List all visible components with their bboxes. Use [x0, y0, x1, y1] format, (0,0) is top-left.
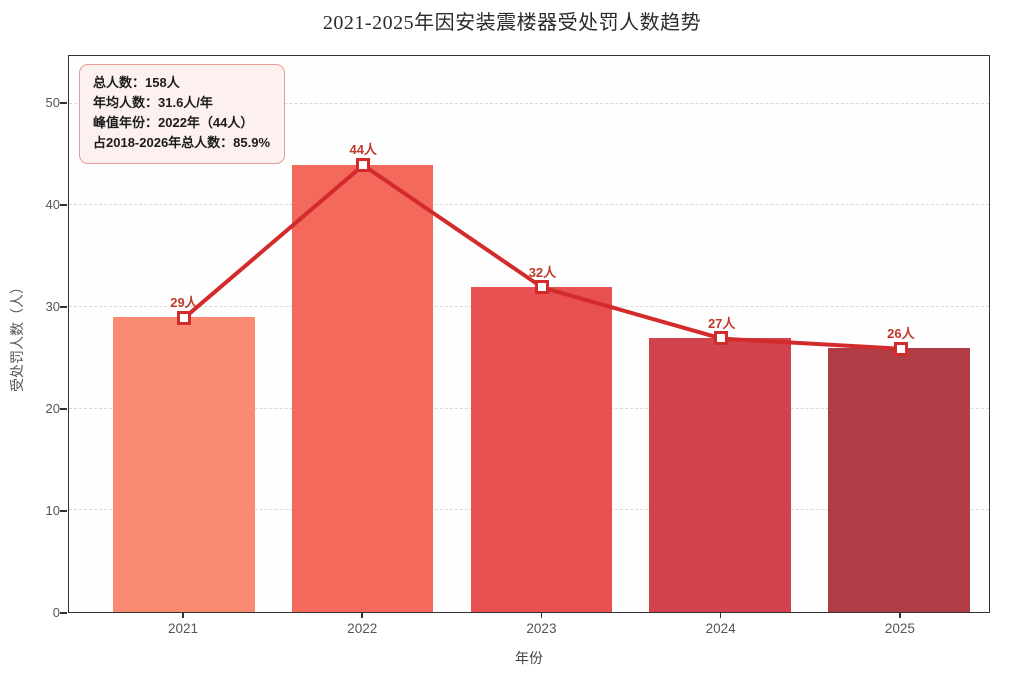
y-tick-label: 40: [45, 196, 60, 212]
stats-annotation: 总人数：158人 年均人数：31.6人/年 峰值年份：2022年（44人） 占2…: [79, 64, 286, 164]
y-tick-mark: [60, 101, 67, 104]
y-tick-mark: [60, 305, 67, 308]
x-tick-mark: [719, 613, 722, 618]
data-point-label-2021: 29人: [170, 295, 198, 311]
gridline: [69, 204, 989, 206]
x-tick-label-2022: 2022: [347, 621, 378, 636]
y-tick-label: 0: [52, 605, 60, 620]
gridline: [69, 102, 989, 104]
x-tick-label-2025: 2025: [884, 621, 915, 636]
y-tick-mark: [60, 612, 67, 614]
y-tick-mark: [60, 509, 67, 512]
stats-average: 年均人数：31.6人/年: [93, 95, 213, 111]
x-tick-mark: [899, 613, 901, 618]
y-tick-label: 50: [45, 94, 60, 110]
x-tick-label-2023: 2023: [526, 621, 557, 636]
bar-2024: [649, 337, 792, 612]
data-point-marker-2024: [714, 331, 729, 346]
stats-share: 占2018-2026年总人数：85.9%: [93, 135, 271, 151]
y-tick-mark: [60, 407, 67, 410]
chart-title: 2021-2025年因安装震楼器受处罚人数趋势: [322, 12, 702, 34]
y-tick-label: 20: [45, 400, 60, 416]
trend-line-path: [182, 162, 902, 351]
x-tick-mark: [540, 613, 543, 618]
stats-peak-year: 峰值年份：2022年（44人）: [93, 115, 254, 131]
data-point-marker-2022: [356, 157, 370, 172]
y-tick-mark: [60, 203, 67, 206]
data-point-label-2023: 32人: [528, 264, 557, 280]
data-point-label-2022: 44人: [349, 142, 377, 158]
data-point-marker-2021: [176, 310, 191, 325]
data-point-marker-2025: [893, 341, 908, 356]
y-tick-label: 30: [45, 298, 60, 314]
x-tick-label-2021: 2021: [167, 621, 198, 636]
data-point-label-2024: 27人: [707, 315, 736, 331]
bar-2021: [112, 317, 255, 612]
data-point-marker-2023: [535, 280, 550, 295]
bar-2025: [828, 347, 970, 612]
bar-2023: [470, 286, 613, 612]
x-tick-mark: [182, 613, 184, 618]
data-point-label-2025: 26人: [887, 325, 915, 341]
plot-area: 29人 44人 32人 27人 26人 总人数：158人 年均人数：31.6人/年 峰值…: [68, 55, 990, 613]
y-axis-title: 受处罚人数（人）: [9, 280, 25, 392]
x-tick-label-2024: 2024: [705, 621, 736, 636]
bar-2022: [291, 164, 434, 612]
stats-total: 总人数：158人: [93, 75, 180, 90]
x-tick-mark: [361, 613, 363, 618]
x-axis-title: 年份: [515, 650, 543, 666]
y-tick-label: 10: [45, 502, 60, 518]
